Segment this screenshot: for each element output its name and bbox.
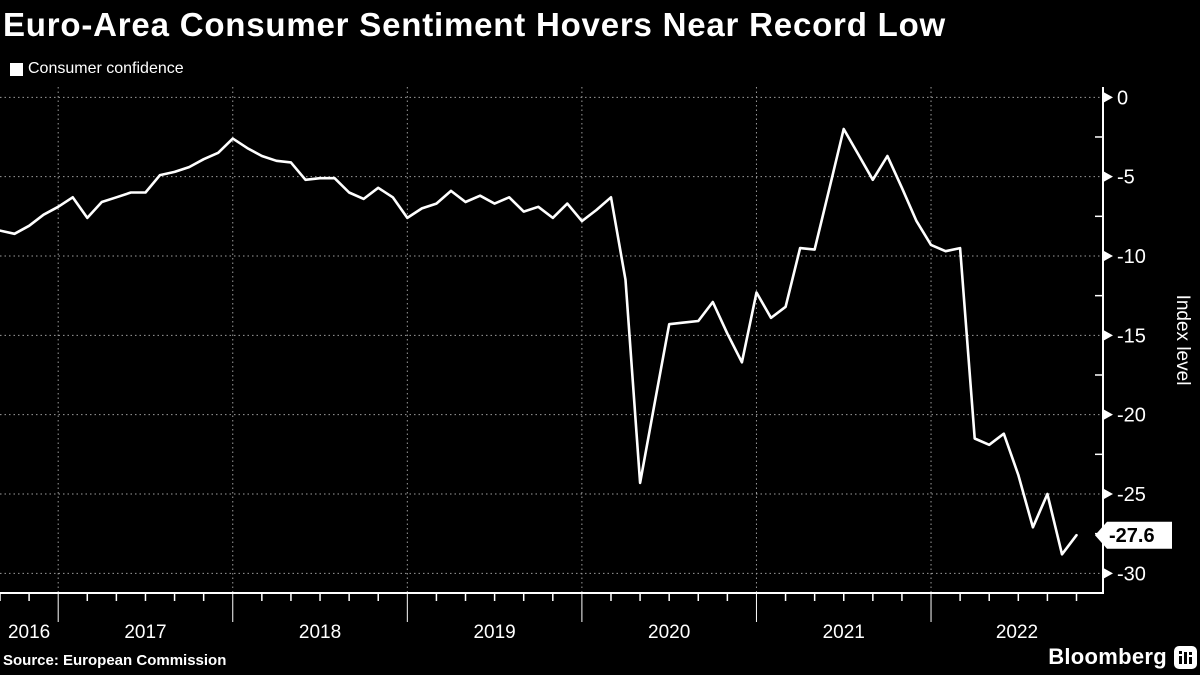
- x-year-label: 2022: [996, 622, 1038, 643]
- x-year-label: 2016: [8, 622, 50, 643]
- bloomberg-wordmark: Bloomberg: [1048, 644, 1167, 669]
- y-axis-title: Index level: [1172, 295, 1193, 386]
- y-major-tick: [1104, 330, 1113, 341]
- x-year-label: 2019: [473, 622, 515, 643]
- x-year-label: 2021: [823, 622, 865, 643]
- x-year-label: 2017: [124, 622, 166, 643]
- y-tick-label: -30: [1117, 563, 1146, 585]
- y-tick-label: -10: [1117, 246, 1146, 268]
- confidence-line: [0, 127, 1078, 556]
- y-major-tick: [1104, 92, 1113, 103]
- y-tick-label: -20: [1117, 405, 1146, 427]
- y-tick-label: -15: [1117, 325, 1146, 347]
- legend-swatch-icon: [10, 62, 23, 76]
- x-year-label: 2020: [648, 622, 690, 643]
- y-tick-label: -5: [1117, 167, 1135, 189]
- y-tick-label: -25: [1117, 484, 1146, 506]
- chart-title: Euro-Area Consumer Sentiment Hovers Near…: [3, 6, 947, 43]
- y-major-tick: [1104, 171, 1113, 182]
- last-value-label: -27.6: [1109, 525, 1155, 547]
- source-note: Source: European Commission: [3, 652, 227, 669]
- bloomberg-mark-icon: [1174, 645, 1197, 669]
- y-major-tick: [1104, 488, 1113, 499]
- legend: Consumer confidence: [10, 60, 184, 78]
- last-value-tag: [1095, 521, 1172, 549]
- y-major-tick: [1104, 250, 1113, 261]
- y-major-tick: [1104, 409, 1113, 420]
- bloomberg-logo: Bloomberg: [1048, 644, 1197, 670]
- y-major-tick: [1104, 568, 1113, 579]
- x-year-label: 2018: [299, 622, 341, 643]
- legend-label: Consumer confidence: [28, 60, 184, 77]
- y-tick-label: 0: [1117, 87, 1128, 109]
